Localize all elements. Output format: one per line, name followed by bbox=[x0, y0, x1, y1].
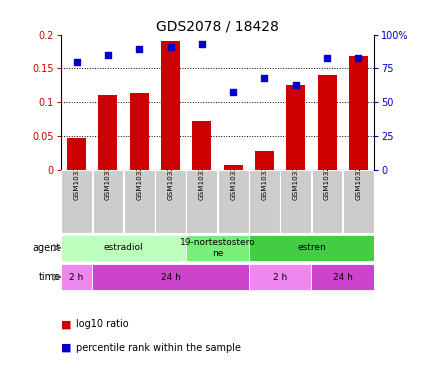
Bar bbox=[161, 41, 180, 170]
Text: 24 h: 24 h bbox=[332, 273, 352, 282]
Point bbox=[198, 41, 205, 47]
Bar bbox=[254, 151, 273, 170]
Bar bbox=[155, 170, 185, 233]
Bar bbox=[249, 170, 279, 233]
Text: ■: ■ bbox=[61, 343, 71, 353]
Bar bbox=[280, 170, 310, 233]
Bar bbox=[92, 264, 248, 290]
Text: GSM103290: GSM103290 bbox=[167, 156, 173, 200]
Text: 2 h: 2 h bbox=[69, 273, 83, 282]
Bar bbox=[248, 235, 373, 261]
Bar bbox=[98, 96, 117, 170]
Point bbox=[292, 82, 299, 88]
Title: GDS2078 / 18428: GDS2078 / 18428 bbox=[156, 20, 278, 33]
Bar bbox=[92, 170, 123, 233]
Bar bbox=[67, 138, 86, 170]
Point bbox=[167, 44, 174, 50]
Text: GSM103326: GSM103326 bbox=[230, 156, 236, 200]
Text: ■: ■ bbox=[61, 319, 71, 329]
Text: log10 ratio: log10 ratio bbox=[76, 319, 128, 329]
Bar bbox=[317, 75, 336, 170]
Bar bbox=[186, 235, 248, 261]
Text: GSM103113: GSM103113 bbox=[261, 156, 267, 200]
Point bbox=[260, 75, 267, 81]
Text: percentile rank within the sample: percentile rank within the sample bbox=[76, 343, 240, 353]
Bar bbox=[192, 121, 211, 170]
Text: 24 h: 24 h bbox=[160, 273, 180, 282]
Text: GSM103327: GSM103327 bbox=[105, 156, 111, 200]
Bar bbox=[223, 165, 242, 170]
Text: GSM103289: GSM103289 bbox=[136, 156, 142, 200]
Text: GSM103325: GSM103325 bbox=[198, 156, 204, 200]
Point bbox=[73, 59, 80, 65]
Text: GSM103287: GSM103287 bbox=[323, 156, 329, 200]
Text: GSM103112: GSM103112 bbox=[73, 156, 79, 200]
Bar bbox=[217, 170, 248, 233]
Bar bbox=[348, 56, 367, 170]
Text: GSM103288: GSM103288 bbox=[355, 156, 361, 200]
Text: GSM103114: GSM103114 bbox=[292, 156, 298, 200]
Bar bbox=[124, 170, 154, 233]
Text: 2 h: 2 h bbox=[273, 273, 286, 282]
Bar bbox=[61, 170, 92, 233]
Text: agent: agent bbox=[33, 243, 61, 253]
Point bbox=[323, 55, 330, 61]
Bar bbox=[248, 264, 311, 290]
Bar bbox=[186, 170, 217, 233]
Point bbox=[104, 52, 111, 58]
Bar bbox=[61, 235, 186, 261]
Text: estradiol: estradiol bbox=[103, 243, 143, 252]
Text: time: time bbox=[39, 272, 61, 282]
Text: 19-nortestostero
ne: 19-nortestostero ne bbox=[179, 238, 255, 258]
Bar bbox=[342, 170, 373, 233]
Bar bbox=[311, 264, 373, 290]
Point bbox=[135, 46, 142, 53]
Bar bbox=[129, 93, 148, 170]
Point bbox=[354, 55, 361, 61]
Bar bbox=[311, 170, 342, 233]
Bar bbox=[61, 264, 92, 290]
Point bbox=[229, 89, 236, 95]
Text: estren: estren bbox=[296, 243, 325, 252]
Bar bbox=[286, 84, 305, 170]
